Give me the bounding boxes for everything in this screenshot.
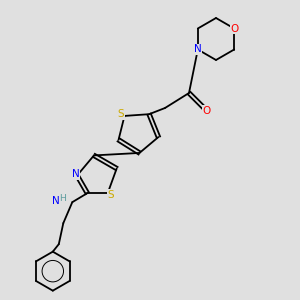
- Text: H: H: [59, 194, 66, 203]
- Text: NH: NH: [52, 196, 68, 206]
- Text: O: O: [230, 23, 238, 34]
- Text: O: O: [203, 106, 211, 116]
- Text: S: S: [107, 190, 114, 200]
- Text: N: N: [72, 169, 80, 179]
- Text: S: S: [118, 110, 124, 119]
- Text: N: N: [194, 44, 202, 55]
